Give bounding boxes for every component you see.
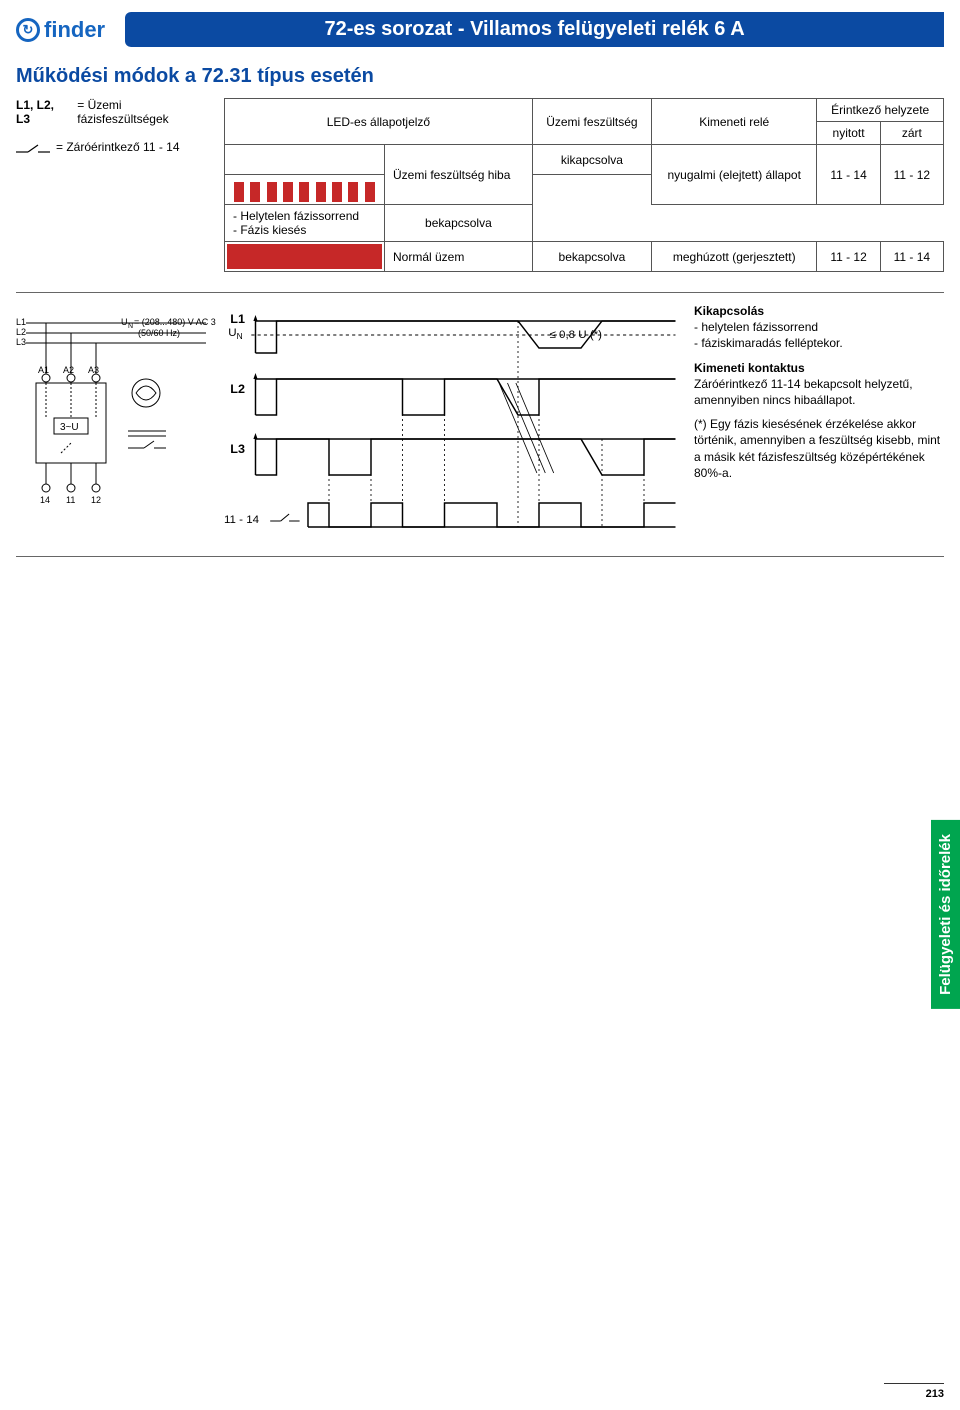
cell-open: 11 - 14 — [817, 145, 880, 205]
notes-line: Záróérintkező 11-14 bekapcsolt helyzetű,… — [694, 376, 944, 408]
cell-closed: 11 - 14 — [880, 242, 943, 272]
brand-logo: ↻ finder — [16, 17, 105, 43]
svg-text:L3: L3 — [16, 337, 26, 347]
timing-diagram: L1 UN ≤ 0,8 U (*) L2 L3 — [224, 303, 686, 546]
legend-zc: = Záróérintkező 11 - 14 — [56, 140, 180, 154]
led-blink-icon — [227, 177, 382, 202]
led-solid-icon — [227, 244, 382, 269]
svg-text:≤ 0,8 U (*): ≤ 0,8 U (*) — [550, 329, 603, 341]
led-off-icon — [227, 147, 382, 172]
svg-text:U: U — [121, 317, 128, 327]
cell-open: 11 - 12 — [817, 242, 880, 272]
svg-text:A2: A2 — [63, 365, 74, 375]
svg-text:(50/60 Hz): (50/60 Hz) — [138, 328, 180, 338]
logo-mark-icon: ↻ — [16, 18, 40, 42]
page-number: 213 — [884, 1383, 944, 1400]
legend-l-label: L1, L2, L3 — [16, 98, 71, 126]
svg-text:U: U — [228, 327, 236, 339]
th-open: nyitott — [817, 122, 880, 145]
cell-voltage: kikapcsolva — [532, 145, 651, 175]
section-title: Működési módok a 72.31 típus esetén — [16, 65, 944, 88]
th-contact: Érintkező helyzete — [817, 99, 944, 122]
notes-h1: Kikapcsolás — [694, 303, 944, 319]
cell-voltage: bekapcsolva — [385, 205, 533, 242]
svg-text:= (208...480) V AC 3~: = (208...480) V AC 3~ — [134, 317, 216, 327]
fault-label: - Fázis kiesés — [233, 223, 376, 237]
table-row: Normál üzem bekapcsolva meghúzott (gerje… — [225, 242, 944, 272]
svg-text:3~U: 3~U — [60, 422, 79, 433]
svg-text:A3: A3 — [88, 365, 99, 375]
cell-voltage: bekapcsolva — [532, 242, 651, 272]
th-led: LED-es állapotjelző — [225, 99, 533, 145]
notes-h2: Kimeneti kontaktus — [694, 360, 944, 376]
notes-line: (*) Egy fázis kiesésének érzékelése akko… — [694, 416, 944, 481]
th-voltage: Üzemi feszültség — [532, 99, 651, 145]
notes: Kikapcsolás - helytelen fázissorrend - f… — [694, 303, 944, 481]
notes-line: - helytelen fázissorrend — [694, 319, 944, 335]
title-bar: 72-es sorozat - Villamos felügyeleti rel… — [125, 12, 944, 47]
svg-text:11: 11 — [66, 495, 75, 505]
svg-text:A1: A1 — [38, 365, 49, 375]
svg-text:L2: L2 — [230, 382, 245, 396]
side-tab: Felügyeleti és időrelék — [931, 820, 960, 1009]
no-contact-icon — [16, 142, 50, 152]
svg-text:14: 14 — [40, 495, 50, 505]
svg-text:L1: L1 — [230, 312, 245, 326]
svg-text:N: N — [128, 323, 133, 330]
brand-name: finder — [44, 17, 105, 43]
legend: L1, L2, L3 = Üzemi fázisfeszültségek = Z… — [16, 98, 216, 160]
legend-l-desc: = Üzemi fázisfeszültségek — [77, 98, 216, 126]
th-relay: Kimeneti relé — [652, 99, 817, 145]
svg-text:L1: L1 — [16, 317, 26, 327]
cell-closed: 11 - 12 — [880, 145, 943, 205]
fault-label: - Helytelen fázissorrend — [233, 209, 376, 223]
fault-label: Üzemi feszültség hiba — [393, 168, 524, 182]
table-row: Üzemi feszültség hiba kikapcsolva nyugal… — [225, 145, 944, 175]
fault-label: Normál üzem — [385, 242, 533, 272]
svg-text:L3: L3 — [230, 442, 245, 456]
svg-text:L2: L2 — [16, 327, 26, 337]
state-table: LED-es állapotjelző Üzemi feszültség Kim… — [224, 98, 944, 272]
cell-relay: nyugalmi (elejtett) állapot — [652, 145, 817, 205]
table-row: - Helytelen fázissorrend - Fázis kiesés … — [225, 205, 944, 242]
cell-relay: meghúzott (gerjesztett) — [652, 242, 817, 272]
svg-text:N: N — [237, 332, 243, 341]
svg-text:12: 12 — [91, 495, 101, 505]
svg-text:11 - 14: 11 - 14 — [224, 514, 259, 526]
th-closed: zárt — [880, 122, 943, 145]
wiring-schematic: L1 L2 L3 A1 A2 A3 3~U — [16, 303, 216, 526]
notes-line: - fáziskimaradás felléptekor. — [694, 335, 944, 351]
